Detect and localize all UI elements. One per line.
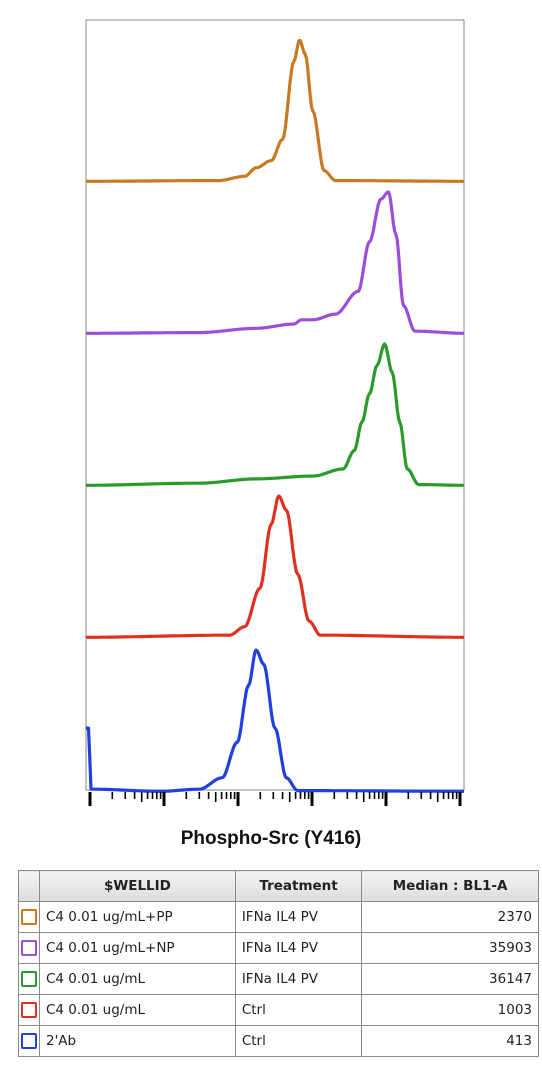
- legend-table: $WELLID Treatment Median : BL1-A C4 0.01…: [18, 870, 539, 1057]
- legend-wellid: 2'Ab: [39, 1025, 236, 1057]
- histogram-series-2: [85, 342, 465, 487]
- plot-frame: [85, 19, 465, 791]
- legend-wellid: C4 0.01 ug/mL: [39, 994, 236, 1026]
- histogram-plot: [85, 19, 465, 806]
- legend-median: 413: [361, 1025, 539, 1057]
- legend-row: 2'Ab Ctrl 413: [18, 1025, 539, 1057]
- histogram-curves: [85, 38, 465, 793]
- legend-header-swatch: [18, 870, 40, 902]
- legend-treatment: IFNa IL4 PV: [234, 963, 363, 995]
- histogram-series-4: [85, 648, 465, 793]
- legend-treatment: IFNa IL4 PV: [234, 932, 363, 964]
- legend-header-row: $WELLID Treatment Median : BL1-A: [18, 870, 539, 902]
- legend-treatment: Ctrl: [234, 1025, 363, 1057]
- legend-row: C4 0.01 ug/mL+NP IFNa IL4 PV 35903: [18, 932, 539, 964]
- x-axis-label: Phospho-Src (Y416): [180, 828, 362, 849]
- legend-treatment: Ctrl: [234, 994, 363, 1026]
- legend-wellid: C4 0.01 ug/mL+PP: [39, 901, 236, 933]
- legend-swatch: [21, 940, 37, 956]
- legend-wellid: C4 0.01 ug/mL: [39, 963, 236, 995]
- legend-median: 1003: [361, 994, 539, 1026]
- legend-swatch: [21, 909, 37, 925]
- legend-row: C4 0.01 ug/mL Ctrl 1003: [18, 994, 539, 1026]
- legend-median: 2370: [361, 901, 539, 933]
- legend-header-wellid: $WELLID: [39, 870, 236, 902]
- legend-row: C4 0.01 ug/mL IFNa IL4 PV 36147: [18, 963, 539, 995]
- legend-wellid: C4 0.01 ug/mL+NP: [39, 932, 236, 964]
- legend-swatch: [21, 1033, 37, 1049]
- histogram-series-1: [85, 190, 465, 335]
- histogram-series-3: [85, 494, 465, 639]
- legend-median: 36147: [361, 963, 539, 995]
- legend-treatment: IFNa IL4 PV: [234, 901, 363, 933]
- legend-swatch: [21, 971, 37, 987]
- legend-row: C4 0.01 ug/mL+PP IFNa IL4 PV 2370: [18, 901, 539, 933]
- legend-header-treatment: Treatment: [234, 870, 363, 902]
- histogram-series-0: [85, 38, 465, 183]
- legend-median: 35903: [361, 932, 539, 964]
- legend-header-median: Median : BL1-A: [361, 870, 539, 902]
- legend-swatch: [21, 1002, 37, 1018]
- x-axis-ticks: [88, 792, 462, 806]
